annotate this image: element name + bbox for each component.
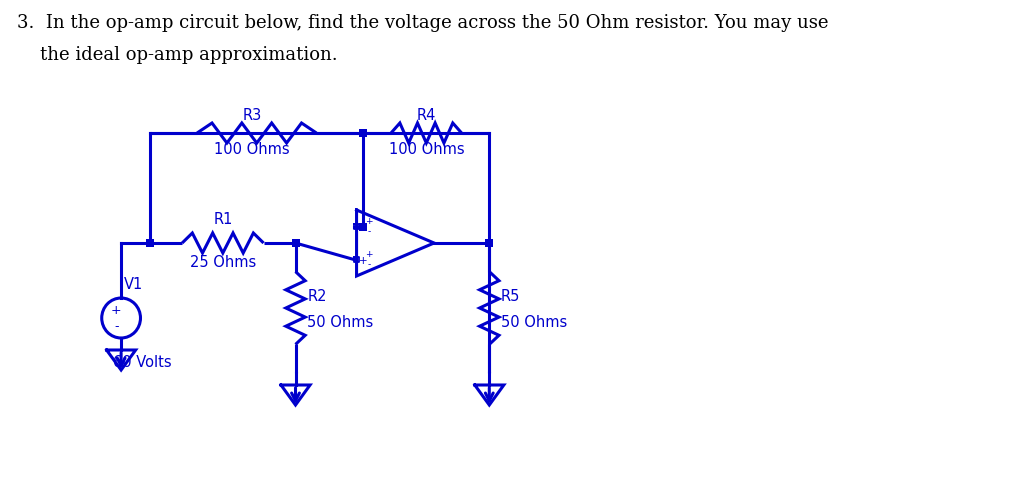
Text: -: - [368,260,371,268]
Text: R3: R3 [243,108,261,123]
Text: +: + [366,217,373,225]
Text: 3.  In the op-amp circuit below, find the voltage across the 50 Ohm resistor. Yo: 3. In the op-amp circuit below, find the… [17,14,829,32]
Text: 100 Ohms: 100 Ohms [214,142,290,157]
Text: -: - [368,226,371,236]
Text: +: + [111,304,122,317]
Text: -: - [114,320,119,333]
Text: V1: V1 [124,276,143,291]
Text: -: - [361,222,366,232]
Text: 25 Ohms: 25 Ohms [189,254,256,269]
Text: the ideal op-amp approximation.: the ideal op-amp approximation. [17,46,338,64]
Text: R4: R4 [417,108,436,123]
Text: 60 Volts: 60 Volts [114,354,172,369]
Text: R2: R2 [307,288,327,304]
Text: R5: R5 [501,288,520,304]
Text: 100 Ohms: 100 Ohms [388,142,464,157]
Text: +: + [366,249,373,259]
Text: +: + [359,255,368,265]
Text: R1: R1 [213,212,232,226]
Text: 50 Ohms: 50 Ohms [307,314,374,329]
Text: 50 Ohms: 50 Ohms [501,314,567,329]
